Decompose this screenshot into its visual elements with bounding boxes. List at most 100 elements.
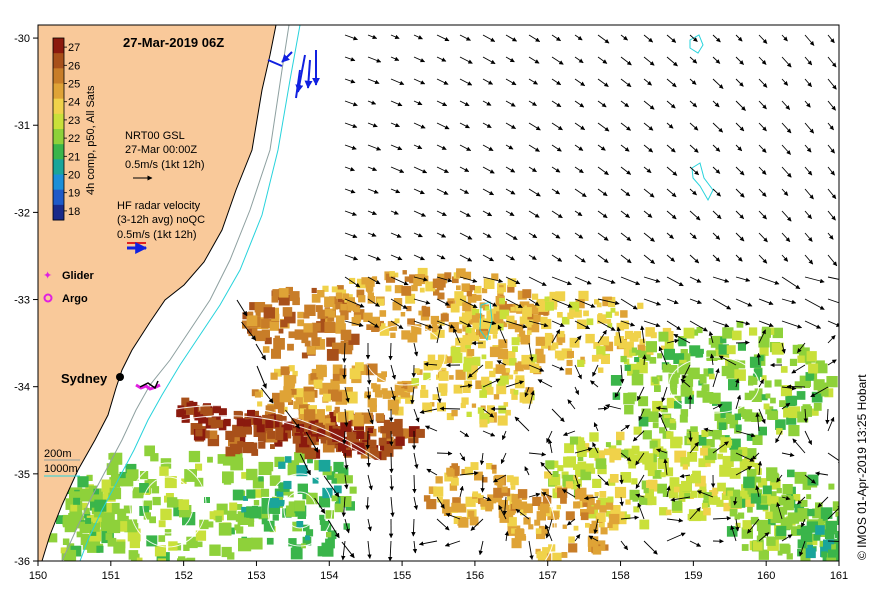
sst-cell (366, 324, 372, 330)
current-arrow (436, 210, 447, 217)
sst-cell (774, 379, 782, 387)
sst-cell (514, 323, 524, 333)
current-arrow (712, 441, 729, 454)
sst-cell (331, 478, 337, 484)
sst-cell (807, 544, 813, 551)
sst-cell (688, 367, 700, 380)
sst-cell (358, 295, 366, 303)
current-arrow (643, 232, 655, 242)
x-axis: 150 151 152 153 154 155 156 157 158 159 160 161 (29, 561, 848, 582)
sst-cell (330, 428, 339, 437)
sst-cell (303, 391, 315, 403)
sst-cell (70, 504, 78, 512)
current-arrow (390, 232, 402, 238)
current-arrow (367, 56, 382, 63)
colorbar-segment (53, 113, 64, 130)
sst-cell (507, 351, 516, 359)
sst-cell (598, 367, 604, 373)
current-arrow (551, 232, 561, 239)
sst-cell (425, 281, 436, 292)
sst-cell (813, 533, 821, 541)
sst-cell (285, 505, 298, 517)
current-arrow (712, 122, 724, 133)
sst-cell (463, 271, 472, 280)
sst-cell (423, 495, 431, 502)
current-arrow (635, 452, 645, 466)
sst-cell (734, 514, 740, 520)
sst-cell (208, 417, 217, 426)
sst-cell (382, 390, 391, 399)
sst-cell (86, 493, 95, 502)
current-arrow (616, 326, 622, 344)
current-arrow (413, 408, 420, 423)
sst-cell (556, 504, 561, 510)
current-arrow (500, 452, 507, 465)
sst-cell (511, 493, 520, 502)
current-arrow (735, 340, 750, 345)
sst-cell (769, 478, 781, 490)
sst-cell (479, 390, 487, 398)
current-arrow (344, 56, 356, 62)
sst-cell (444, 272, 452, 280)
sst-cell (741, 544, 749, 551)
sst-cell (349, 486, 357, 494)
current-arrow (459, 232, 473, 240)
current-arrow (620, 298, 638, 310)
current-arrow (459, 144, 472, 151)
current-arrow (827, 320, 839, 327)
current-arrow (620, 320, 636, 327)
current-arrow (389, 430, 394, 447)
current-arrow (708, 331, 714, 344)
sst-cell (379, 310, 387, 317)
colorbar-segment (53, 144, 64, 160)
current-arrow (482, 34, 496, 42)
sst-cell (282, 307, 293, 317)
current-arrow (390, 34, 400, 39)
current-arrow (459, 471, 479, 476)
sst-cell (332, 304, 338, 310)
current-arrow (439, 406, 461, 411)
sst-cell (116, 521, 128, 532)
current-arrow (367, 34, 378, 40)
sst-cell (748, 486, 760, 497)
sst-cell (659, 507, 668, 516)
sst-cell (395, 427, 403, 436)
sst-cell (649, 357, 657, 364)
sst-cell (651, 376, 658, 383)
sst-cell (736, 321, 744, 328)
current-arrow (670, 496, 691, 502)
sst-cell (368, 439, 377, 448)
sst-cell (566, 359, 573, 366)
current-arrow (588, 535, 599, 542)
current-arrow (367, 210, 377, 215)
current-arrow (387, 540, 393, 561)
current-arrow (413, 78, 426, 85)
sst-cell (647, 411, 659, 422)
sst-cell (198, 415, 207, 424)
sst-cell (196, 541, 203, 548)
current-arrow (390, 144, 403, 151)
sst-cell (595, 458, 607, 469)
current-arrow (482, 320, 497, 326)
current-arrow (810, 386, 829, 398)
current-arrow (781, 276, 801, 290)
sst-cell (378, 437, 387, 446)
sst-cell (315, 305, 323, 312)
current-arrow (696, 490, 714, 498)
current-arrow (643, 100, 655, 110)
sst-cell (631, 347, 637, 353)
sst-cell (588, 524, 599, 534)
current-arrow (689, 210, 701, 221)
current-arrow (574, 188, 587, 198)
sst-cell (586, 318, 594, 326)
sst-cell (561, 552, 568, 558)
sst-cell (496, 384, 507, 395)
sst-cell (766, 536, 776, 546)
current-arrow (341, 541, 355, 559)
sst-cell (493, 313, 504, 324)
current-arrow (735, 394, 742, 410)
y-tick-label: -33 (14, 295, 30, 307)
sst-cell (505, 409, 511, 416)
sst-cell (569, 337, 580, 348)
sst-cell (437, 292, 445, 300)
